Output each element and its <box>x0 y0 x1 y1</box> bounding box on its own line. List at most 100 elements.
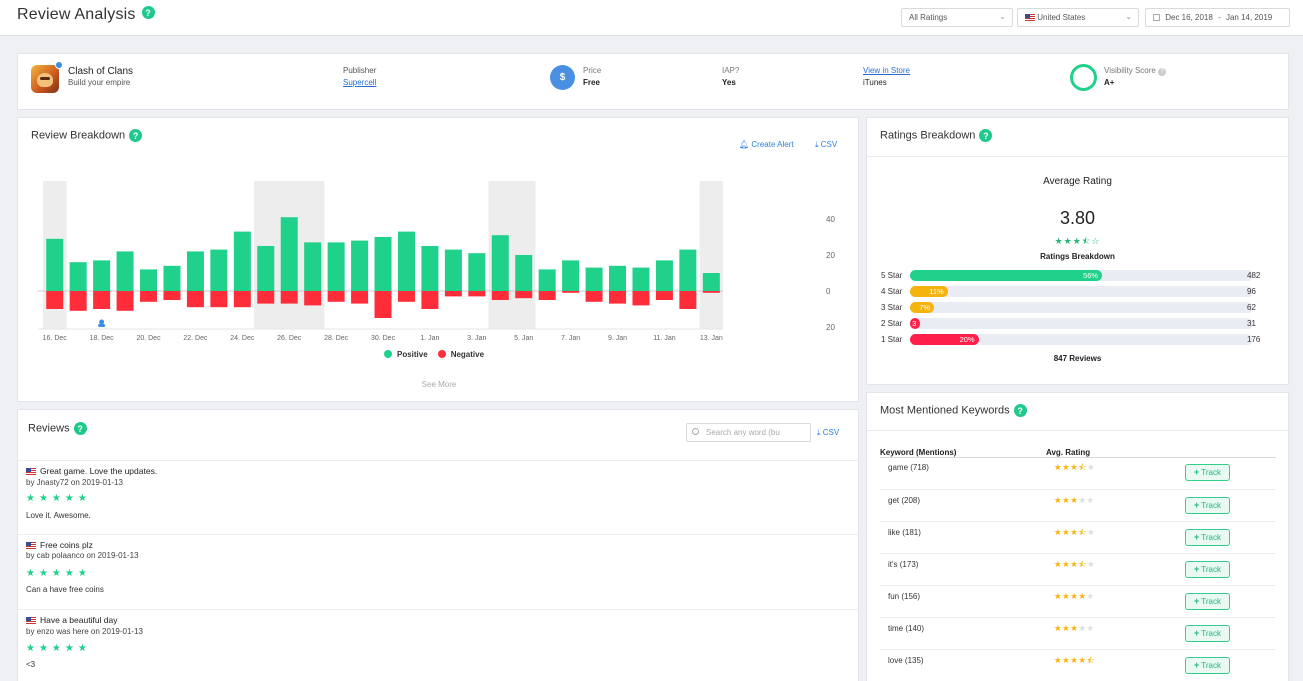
ratings-filter-select[interactable]: All Ratings ⌄ <box>901 8 1013 27</box>
price-icon: $ <box>550 65 575 90</box>
rating-row-count: 482 <box>1247 271 1261 280</box>
rating-row-count: 96 <box>1247 287 1256 296</box>
keyword-name: get (208) <box>888 496 921 505</box>
review-item: Have a beautiful day by enzo was here on… <box>18 610 858 681</box>
average-rating-value: 3.80 <box>1059 208 1096 228</box>
us-flag-icon <box>1025 14 1035 22</box>
keyword-row: get (208) ★★★★★ + Track <box>880 489 1276 521</box>
see-more-link[interactable]: See More <box>421 380 457 389</box>
legend-positive[interactable]: Positive <box>384 350 428 359</box>
header-divider <box>880 457 1276 458</box>
bar-positive <box>421 246 439 291</box>
date-range-picker[interactable]: Dec 16, 2018 - Jan 14, 2019 <box>1145 8 1290 27</box>
rating-row-count: 62 <box>1247 303 1256 312</box>
help-icon[interactable]: ? <box>141 6 155 20</box>
visibility-label-text: Visibility Score <box>1104 66 1156 75</box>
rating-row-label: 1 Star <box>881 335 903 344</box>
keyword-name: fun (156) <box>888 592 921 601</box>
divider <box>867 430 1288 431</box>
breakdown-csv-button[interactable]: ⤓ CSV <box>815 140 837 150</box>
country-filter-select[interactable]: United States ⌄ <box>1017 8 1139 27</box>
rating-column-header: Avg. Rating <box>1046 448 1091 457</box>
help-icon[interactable]: ? <box>979 129 993 142</box>
star-icon: ★ <box>1070 559 1079 569</box>
star-icon: ★ <box>1070 591 1079 601</box>
empty-star-icon: ★ <box>1086 527 1096 537</box>
annotation-marker-base <box>98 324 106 327</box>
keyword-rating-stars: ★★★★⯪ <box>1054 655 1095 669</box>
bar-negative <box>186 291 204 308</box>
keywords-title-text: Most Mentioned Keywords <box>880 404 1010 417</box>
ratings-breakdown-title-text: Ratings Breakdown <box>880 129 976 142</box>
review-stars: ★★★★★ <box>26 568 91 579</box>
review-body: <3 <box>26 660 36 669</box>
track-keyword-button[interactable]: + Track <box>1185 529 1230 546</box>
rating-row: 4 Star 11% 96 <box>881 286 1281 297</box>
bar-positive <box>93 260 111 291</box>
plus-icon: + <box>1194 628 1200 638</box>
legend-negative-dot <box>437 350 446 358</box>
publisher-name[interactable]: Supercell <box>343 78 377 87</box>
search-icon <box>692 428 699 435</box>
keyword-name: game (718) <box>888 463 929 472</box>
bar-negative <box>327 291 345 302</box>
bar-positive <box>327 242 345 291</box>
track-keyword-button[interactable]: + Track <box>1185 497 1230 514</box>
help-icon[interactable]: ? <box>1013 404 1027 417</box>
track-label: Track <box>1201 661 1221 670</box>
keyword-row: game (718) ★★★⯪★ + Track <box>880 457 1276 489</box>
reviews-panel: Reviews? Search any word (bu ⤓ CSV Great… <box>17 409 859 681</box>
calendar-icon <box>1153 14 1160 21</box>
annotation-marker-icon <box>99 319 105 325</box>
review-title: Have a beautiful day <box>26 615 118 625</box>
review-title-text: Great game. Love the updates. <box>40 466 158 476</box>
bar-positive <box>69 262 87 291</box>
bar-negative <box>468 291 486 297</box>
info-icon[interactable]: ? <box>1158 68 1167 76</box>
legend-positive-dot <box>384 350 392 358</box>
keyword-rating-stars: ★★★⯪★ <box>1054 559 1095 573</box>
keyword-row: it's (173) ★★★⯪★ + Track <box>880 553 1276 585</box>
review-title: Free coins plz <box>26 540 93 550</box>
star-icon: ★ <box>1062 462 1071 472</box>
review-item: Great game. Love the updates. by Jnasty7… <box>18 460 858 535</box>
help-icon[interactable]: ? <box>129 129 143 142</box>
rating-row: 3 Star 7% 62 <box>881 302 1281 313</box>
star-icon: ★ <box>1054 527 1063 537</box>
rating-bar-track: 3 <box>910 318 1253 329</box>
rating-row-count: 31 <box>1247 319 1256 328</box>
view-in-store-text[interactable]: View in Store <box>863 66 910 75</box>
publisher-link[interactable]: Supercell <box>343 78 376 87</box>
date-separator: - <box>1218 13 1221 22</box>
help-icon[interactable]: ? <box>73 422 87 435</box>
x-tick-label: 26. Dec <box>277 335 302 342</box>
track-keyword-button[interactable]: + Track <box>1185 593 1230 610</box>
track-keyword-button[interactable]: + Track <box>1185 464 1230 481</box>
review-search-input[interactable]: Search any word (bu <box>686 423 811 442</box>
x-tick-label: 16. Dec <box>43 335 68 342</box>
empty-star-icon: ★ <box>1078 495 1087 505</box>
chevron-down-icon: ⌄ <box>999 12 1006 21</box>
view-in-store-link[interactable]: View in Store <box>863 66 910 75</box>
chevron-down-icon: ⌄ <box>1125 12 1132 21</box>
track-label: Track <box>1201 597 1221 606</box>
track-keyword-button[interactable]: + Track <box>1185 657 1230 674</box>
us-flag-icon <box>26 468 36 476</box>
bar-negative <box>585 291 603 302</box>
bar-positive <box>538 269 556 291</box>
app-info-panel: Clash of Clans Build your empire Publish… <box>17 53 1289 110</box>
bar-negative <box>444 291 462 297</box>
bar-positive <box>116 251 134 291</box>
keyword-rating-stars: ★★★★★ <box>1054 623 1095 634</box>
track-keyword-button[interactable]: + Track <box>1185 625 1230 642</box>
bar-positive <box>632 267 650 291</box>
track-keyword-button[interactable]: + Track <box>1185 561 1230 578</box>
total-reviews: 847 Reviews <box>1053 354 1102 363</box>
legend-negative[interactable]: Negative <box>437 350 484 359</box>
app-tagline: Build your empire <box>68 78 131 87</box>
rating-bar-fill: 3 <box>910 318 921 329</box>
empty-star-icon: ★ <box>1078 623 1087 633</box>
reviews-csv-button[interactable]: ⤓ CSV <box>817 428 839 438</box>
create-alert-button[interactable]: 🔔︎ Create Alert <box>739 140 794 149</box>
plus-icon: + <box>1194 532 1200 542</box>
